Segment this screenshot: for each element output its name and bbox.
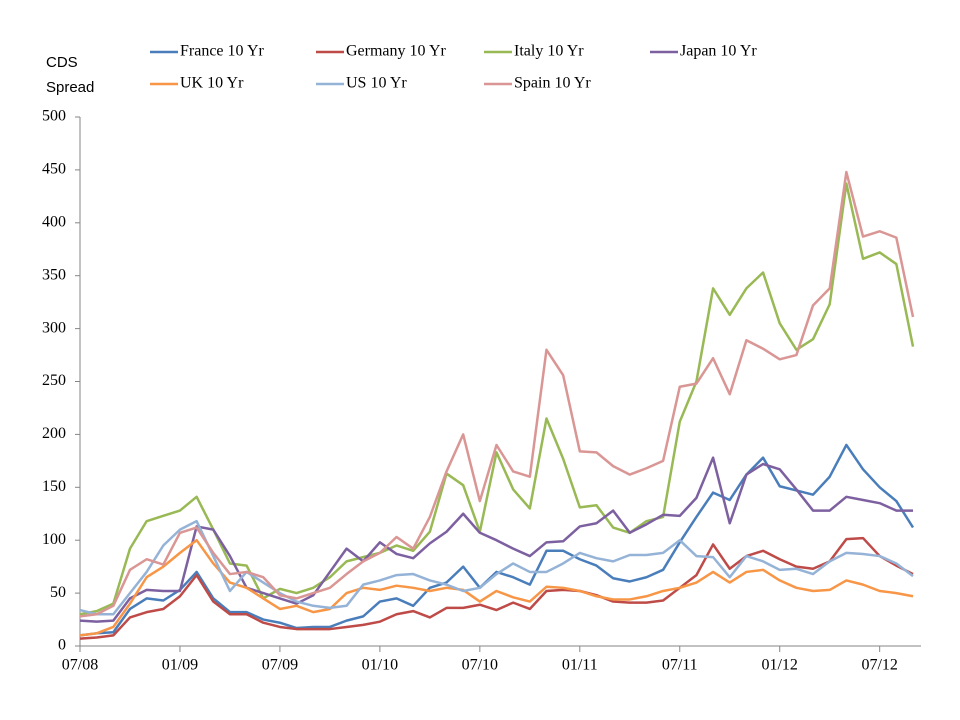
y-tick-label: 250 [42, 372, 66, 389]
y-tick-label: 0 [58, 637, 66, 654]
y-tick-label: 400 [42, 213, 66, 230]
series-line [79, 443, 915, 637]
series-line [79, 519, 914, 616]
y-tick-label: 350 [42, 266, 66, 283]
y-tick-label: 450 [42, 161, 66, 178]
x-tick-label: 01/10 [362, 657, 398, 674]
x-tick-label: 07/10 [462, 657, 498, 674]
y-tick-label: 500 [42, 108, 66, 125]
x-tick-label: 01/11 [562, 657, 598, 674]
y-tick-label: 50 [50, 584, 66, 601]
legend-label: Italy 10 Yr [514, 43, 584, 60]
y-tick-label: 300 [42, 319, 66, 336]
series-line [79, 182, 915, 616]
x-tick-label: 07/12 [861, 657, 897, 674]
x-tick-label: 07/11 [662, 657, 698, 674]
series-line [79, 456, 913, 623]
legend-label: France 10 Yr [180, 43, 264, 60]
x-tick-label: 01/09 [162, 657, 198, 674]
series-line [79, 536, 914, 640]
legend-label: UK 10 Yr [180, 75, 244, 92]
series-line [79, 170, 915, 618]
legend-label: Germany 10 Yr [346, 43, 446, 60]
legend-label: US 10 Yr [346, 75, 407, 92]
legend-label: Spain 10 Yr [514, 75, 591, 92]
x-tick-label: 07/09 [262, 657, 298, 674]
y-tick-label: 200 [42, 425, 66, 442]
y-axis-label: CDS Spread [46, 54, 95, 96]
y-tick-label: 150 [42, 478, 66, 495]
y-tick-label: 100 [42, 531, 66, 548]
x-tick-label: 07/08 [62, 657, 98, 674]
x-tick-label: 01/12 [761, 657, 797, 674]
legend-label: Japan 10 Yr [680, 43, 757, 60]
